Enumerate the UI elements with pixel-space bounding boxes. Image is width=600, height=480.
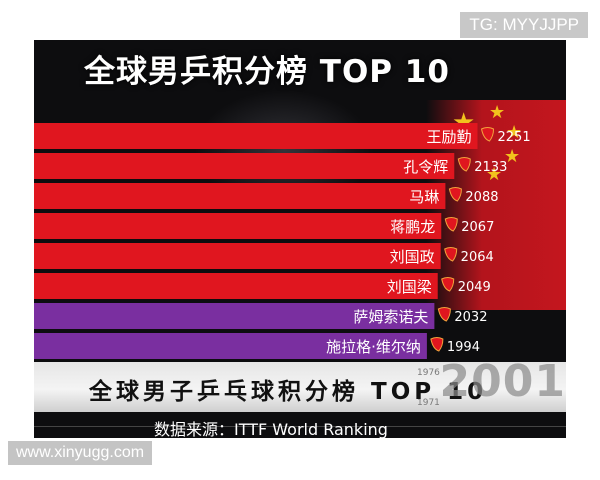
bar xyxy=(34,243,441,269)
flag-star-icon: ★ xyxy=(504,146,521,167)
bar-value-label: 2088 xyxy=(465,190,498,205)
chart-frame: ★ ★ ★ ★ ★ 全球男乒积分榜 TOP 10 王励勤2251孔令辉2133马… xyxy=(34,40,566,438)
caption-title: 全球男子乒乓球积分榜 TOP 10 xyxy=(89,379,488,405)
bar-value-label: 2133 xyxy=(474,160,507,175)
bar-chart: 王励勤 2251 孔令辉 2133 马琳 2088 蒋鹏龙 2067 刘国政 2064 刘国梁 204… xyxy=(34,123,531,359)
bar-category-label: 王励勤 xyxy=(427,128,472,146)
flag-icon xyxy=(441,277,455,292)
bar xyxy=(34,213,442,239)
chart-title: 全球男乒积分榜 TOP 10 xyxy=(84,54,450,90)
flag-icon xyxy=(480,127,495,142)
flag-star-icon: ★ xyxy=(489,102,506,123)
time-axis xyxy=(34,426,566,427)
flag-icon xyxy=(444,217,458,232)
bar-category-label: 刘国政 xyxy=(390,248,435,266)
flag-icon xyxy=(437,307,451,322)
bar-value-label: 2251 xyxy=(498,130,531,145)
flag-icon xyxy=(430,337,444,352)
bar-category-label: 马琳 xyxy=(409,188,439,206)
bar xyxy=(34,333,427,359)
bar xyxy=(34,153,455,179)
bar xyxy=(34,303,435,329)
caption-year: 2001 xyxy=(439,356,566,407)
caption-small-year: 1971 xyxy=(417,398,440,408)
watermark-bottom: www.xinyugg.com xyxy=(8,441,153,465)
bar-value-label: 2049 xyxy=(458,280,491,295)
flag-star-icon: ★ xyxy=(486,164,503,185)
flag-icon xyxy=(448,187,462,202)
data-source: 数据来源：ITTF World Ranking xyxy=(154,420,388,438)
bar xyxy=(34,183,446,209)
bar-category-label: 孔令辉 xyxy=(403,158,448,176)
bar-category-label: 刘国梁 xyxy=(387,278,432,296)
bar-category-label: 萨姆索诺夫 xyxy=(353,308,428,326)
flag-icon xyxy=(457,157,471,172)
bar-value-label: 1994 xyxy=(447,340,480,355)
bar-category-label: 蒋鹏龙 xyxy=(390,218,435,236)
bar-value-label: 2064 xyxy=(461,250,494,265)
caption-small-year: 1976 xyxy=(417,368,440,378)
bar-value-label: 2067 xyxy=(461,220,494,235)
flag-icon xyxy=(444,247,458,262)
caption-strip xyxy=(34,362,566,412)
bar-value-label: 2032 xyxy=(454,310,487,325)
bar-category-label: 施拉格·维尔纳 xyxy=(326,338,421,356)
watermark-top: TG: MYYJJPP xyxy=(460,12,588,38)
flag-star-icon: ★ xyxy=(506,122,523,143)
bar xyxy=(34,123,478,149)
bar xyxy=(34,273,438,299)
